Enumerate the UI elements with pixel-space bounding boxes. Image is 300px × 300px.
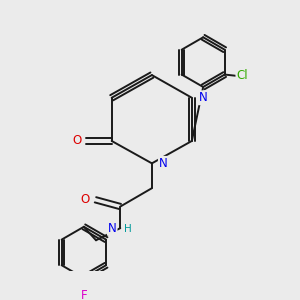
Text: N: N (159, 157, 168, 170)
Text: N: N (108, 222, 117, 235)
Text: F: F (81, 289, 87, 300)
Text: Cl: Cl (236, 69, 248, 82)
Text: O: O (81, 193, 90, 206)
Text: O: O (72, 134, 81, 147)
Text: N: N (199, 91, 208, 104)
Text: H: H (124, 224, 132, 235)
